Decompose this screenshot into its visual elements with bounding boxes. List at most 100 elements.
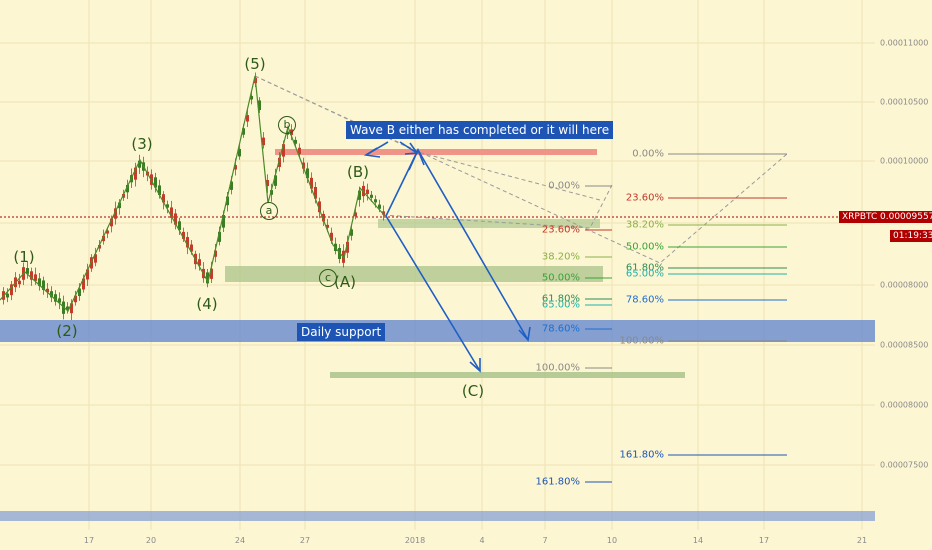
candle-body xyxy=(294,139,297,144)
y-axis-label: 0.00007500 xyxy=(880,460,929,470)
candle-body xyxy=(206,272,209,284)
fib-right-label: 161.80% xyxy=(619,449,665,461)
x-axis-label: 4 xyxy=(479,536,485,545)
green-zone-2 xyxy=(378,219,600,228)
candle-body xyxy=(322,213,325,222)
wave-label-1: (1) xyxy=(13,248,35,266)
candle-body xyxy=(354,212,357,217)
x-axis-label: 10 xyxy=(606,536,618,545)
candle-body xyxy=(102,235,105,242)
candle-body xyxy=(314,186,317,199)
candle-body xyxy=(66,306,69,310)
daily-support-label: Daily support xyxy=(297,323,386,341)
candle-body xyxy=(222,214,225,228)
candle-body xyxy=(134,167,137,180)
y-axis-label: 0.00010500 xyxy=(880,97,929,107)
candle-body xyxy=(274,175,277,186)
y-axis-label: 0.00011000 xyxy=(880,38,929,48)
fib-left-label: 50.00% xyxy=(541,272,580,284)
candle-body xyxy=(86,269,89,280)
candle-body xyxy=(34,274,37,281)
candle-body xyxy=(154,177,157,188)
fib-right-label: 23.60% xyxy=(625,192,664,204)
x-axis-label: 27 xyxy=(299,536,311,545)
candle-body xyxy=(238,148,241,157)
x-axis-label: 17 xyxy=(758,536,770,545)
resistance-zone xyxy=(275,149,597,155)
fib-lines-left xyxy=(585,185,612,483)
candle-body xyxy=(166,204,169,208)
candle-body xyxy=(234,165,237,170)
candle-body xyxy=(98,245,101,249)
candle-body xyxy=(374,199,377,203)
candle-body xyxy=(306,168,309,179)
candle-body xyxy=(38,278,41,287)
candle-body xyxy=(158,185,161,196)
x-axis-label: 14 xyxy=(692,536,704,545)
fib-right-label: 0.00% xyxy=(632,148,664,160)
candle-body xyxy=(42,280,45,290)
candle-body xyxy=(250,95,253,100)
fib-left-label: 61.80% xyxy=(541,293,580,305)
wave-label-5: (5) xyxy=(244,55,266,73)
symbol-badge: XRPBTC xyxy=(839,211,881,223)
candle-body xyxy=(278,157,281,167)
subwave-label-c: c xyxy=(319,269,337,287)
candle-body xyxy=(382,211,385,215)
candle-body xyxy=(370,194,373,198)
fib-right-label: 61.80% xyxy=(625,262,664,274)
daily-support-band xyxy=(0,320,875,342)
candle-body xyxy=(210,268,213,279)
y-axis-label: 0.00008000 xyxy=(880,280,929,290)
fib-right-label: 38.20% xyxy=(625,219,664,231)
candle-body xyxy=(218,231,221,242)
candle-body xyxy=(330,232,333,241)
candle-body xyxy=(186,237,189,248)
fib-lines-right xyxy=(668,153,787,456)
bottom-band xyxy=(0,511,875,521)
candle-body xyxy=(70,303,73,314)
candle-body xyxy=(350,229,353,236)
candle-body xyxy=(178,221,181,231)
price-badge: 0.00009557 xyxy=(877,211,932,223)
candle-body xyxy=(242,128,245,135)
candle-body xyxy=(270,190,273,195)
candle-body xyxy=(214,250,217,257)
candle-body xyxy=(18,280,21,285)
x-axis-label: 20 xyxy=(145,536,157,545)
projection-arrows xyxy=(363,141,531,373)
y-axis-label: 0.00008000 xyxy=(880,400,929,410)
fib-left-label: 0.00% xyxy=(548,180,580,192)
x-axis-label: 21 xyxy=(856,536,868,545)
elliott-wave-line xyxy=(0,75,386,312)
wave-b-note: Wave B either has completed or it will h… xyxy=(346,121,614,139)
candle-body xyxy=(182,231,185,239)
x-axis-label: 7 xyxy=(542,536,548,545)
candle-body xyxy=(230,181,233,190)
candle-body xyxy=(110,218,113,227)
candle-body xyxy=(114,208,117,219)
candle-body xyxy=(138,160,141,168)
fib-left-label: 65.00% xyxy=(541,299,580,311)
candle-body xyxy=(282,144,285,157)
fib-left-label: 38.20% xyxy=(541,251,580,263)
candle-body xyxy=(346,241,349,253)
x-axis-label: 2018 xyxy=(404,536,426,545)
subwave-label-a: a xyxy=(260,202,278,220)
candle-body xyxy=(78,288,81,297)
candle-body xyxy=(246,115,249,122)
candle-body xyxy=(174,213,177,225)
candle-body xyxy=(46,288,49,293)
candle-body xyxy=(358,190,361,200)
candle-body xyxy=(26,268,29,274)
fib-left-label: 161.80% xyxy=(535,476,581,488)
fib-left-label: 78.60% xyxy=(541,323,580,335)
candle-body xyxy=(326,224,329,228)
fib-right-label: 78.60% xyxy=(625,294,664,306)
wave-label-2: (2) xyxy=(56,322,78,340)
fib-right-label: 50.00% xyxy=(625,241,664,253)
wave-label-4: (4) xyxy=(196,295,218,313)
candle-body xyxy=(82,278,85,290)
x-axis-label: 17 xyxy=(83,536,95,545)
